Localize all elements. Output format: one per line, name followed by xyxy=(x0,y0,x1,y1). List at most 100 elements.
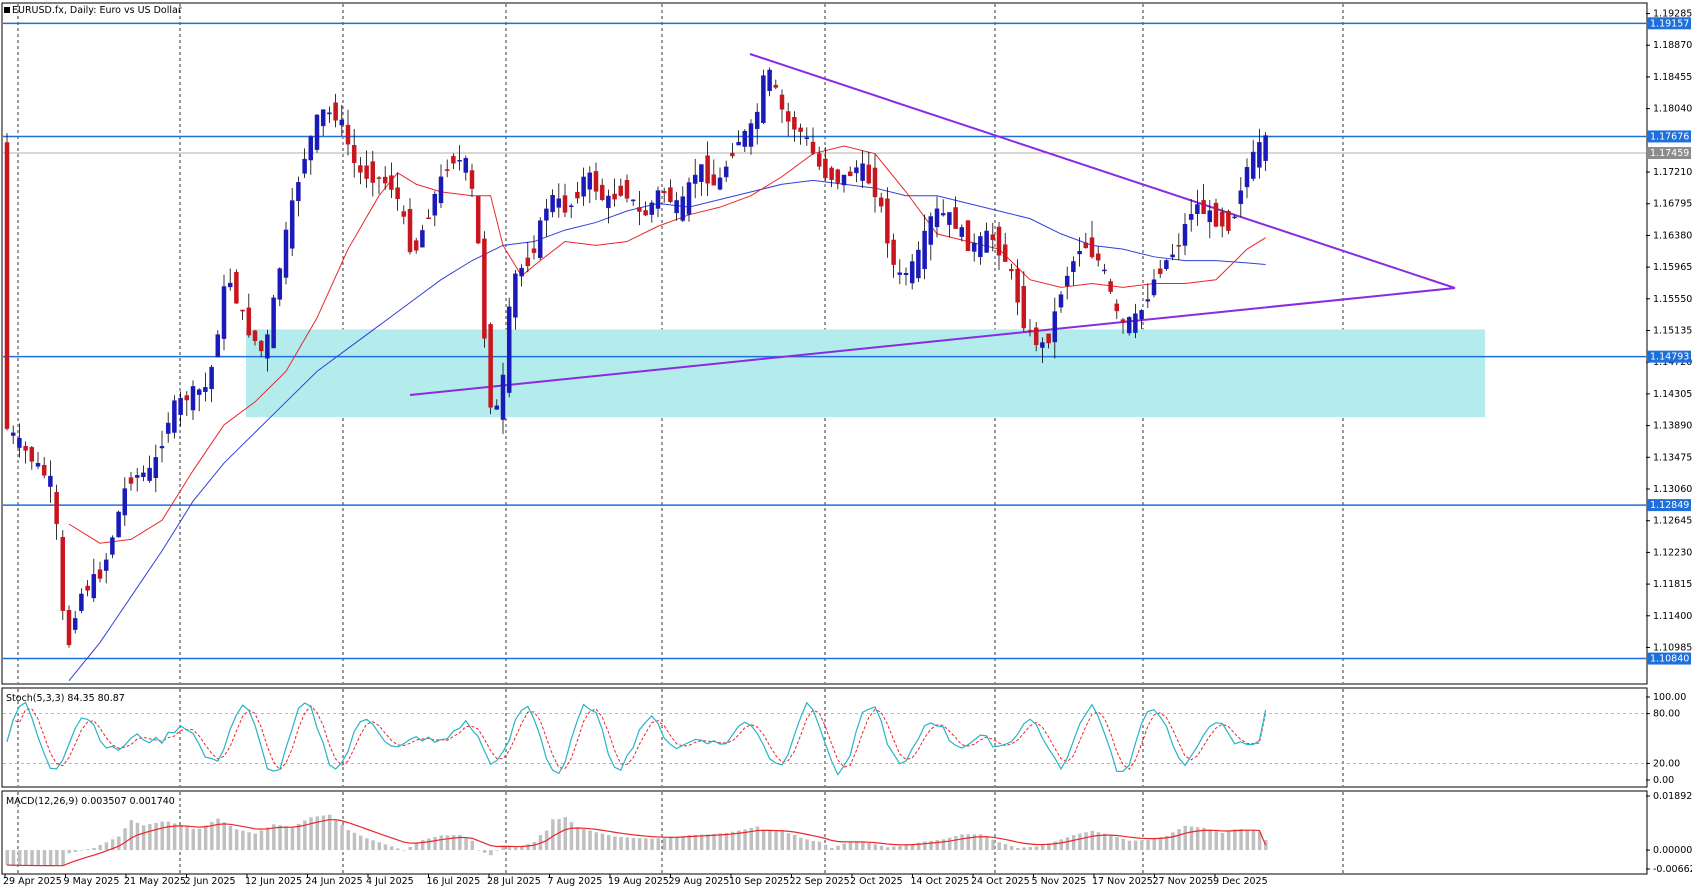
bullish-candle xyxy=(420,230,425,248)
price-panel[interactable]: EURUSD.fx, Daily: Euro vs US Dollar 1.19… xyxy=(1,2,1692,685)
bearish-candle xyxy=(401,211,407,217)
bearish-candle xyxy=(4,142,10,429)
macd-bar xyxy=(712,833,716,851)
macd-bar xyxy=(916,842,921,851)
price-axis[interactable]: 1.19285 1.18870 1.18455 1.18040 1.17210 1.167… xyxy=(1646,9,1692,665)
stochastic-panel[interactable]: Stoch(5,3,3) 84.35 80.87 100.00 80.00 20.0… xyxy=(1,687,1686,788)
date-axis-label: 21 May 2025 xyxy=(124,876,186,886)
macd-bar xyxy=(11,850,16,866)
macd-bar xyxy=(1121,838,1125,851)
price-axis-tick-label: 1.15135 xyxy=(1653,326,1692,337)
macd-bar xyxy=(1195,827,1200,851)
bullish-candle xyxy=(1257,142,1262,168)
bullish-candle xyxy=(909,261,915,284)
macd-bar xyxy=(433,836,437,851)
macd-bar xyxy=(637,838,642,851)
macd-bar xyxy=(55,850,59,866)
macd-bar xyxy=(644,838,648,851)
macd-panel[interactable]: MACD(12,26,9) 0.003507 0.001740 0.018926… xyxy=(1,790,1692,875)
macd-bar xyxy=(960,834,964,851)
bullish-candle xyxy=(1151,279,1157,296)
vertical-grid xyxy=(17,4,1344,683)
stochastic-title: Stoch(5,3,3) 84.35 80.87 xyxy=(6,693,125,704)
bearish-candle xyxy=(382,176,388,184)
macd-bar xyxy=(662,838,667,851)
macd-bar xyxy=(315,816,319,851)
macd-bar xyxy=(67,850,71,854)
bearish-candle xyxy=(41,464,47,476)
price-axis-tick-label: 1.12230 xyxy=(1653,547,1692,558)
price-axis-tick-label: 1.18455 xyxy=(1653,72,1692,83)
macd-axis-label: 0.000000 xyxy=(1653,845,1692,856)
macd-bar xyxy=(61,850,65,866)
bearish-candle xyxy=(823,158,828,179)
macd-bar xyxy=(730,831,735,851)
fast-moving-average xyxy=(68,145,1266,544)
bearish-candle xyxy=(872,167,878,198)
macd-bar xyxy=(290,827,295,851)
bullish-candle xyxy=(934,208,940,228)
macd-bar xyxy=(551,819,555,851)
macd-bar xyxy=(1040,844,1045,851)
date-axis-label: 22 Sep 2025 xyxy=(790,876,850,886)
stochastic-main-line xyxy=(6,701,1267,776)
macd-bar xyxy=(811,841,815,851)
macd-bar xyxy=(1220,832,1225,851)
bullish-candle xyxy=(537,220,543,258)
macd-bar xyxy=(117,836,121,851)
macd-bar xyxy=(303,820,307,851)
macd-bar xyxy=(706,834,710,851)
bearish-candle xyxy=(23,446,28,451)
bullish-candle xyxy=(761,75,766,123)
macd-bar xyxy=(222,822,226,851)
date-axis-label: 14 Oct 2025 xyxy=(911,876,970,886)
macd-bar xyxy=(1171,832,1175,851)
macd-bar xyxy=(427,838,431,851)
macd-bar xyxy=(284,826,288,851)
macd-histogram xyxy=(5,814,1268,866)
bearish-candle xyxy=(792,117,797,130)
macd-bar xyxy=(160,821,164,851)
macd-bar xyxy=(513,847,518,851)
bearish-candle xyxy=(525,257,531,267)
macd-bar xyxy=(1214,831,1218,851)
macd-bar xyxy=(98,845,102,851)
bullish-candle xyxy=(1133,313,1138,333)
bullish-candle xyxy=(147,467,152,481)
macd-bar xyxy=(737,830,741,851)
date-axis-label: 2 Oct 2025 xyxy=(850,876,903,886)
macd-bar xyxy=(1065,837,1070,851)
macd-bar xyxy=(761,829,766,851)
bullish-candle xyxy=(457,159,462,162)
bullish-candle xyxy=(630,199,636,202)
bullish-candle xyxy=(1077,250,1082,255)
bullish-candle xyxy=(506,306,512,393)
date-axis-label: 10 Sep 2025 xyxy=(729,876,789,886)
macd-bar xyxy=(1245,829,1249,851)
macd-bar xyxy=(786,833,791,851)
macd-bar xyxy=(830,847,834,851)
macd-bar xyxy=(79,850,84,851)
bullish-candle xyxy=(265,334,270,359)
macd-bar xyxy=(947,837,952,851)
bullish-candle xyxy=(320,109,326,127)
price-axis-tick-label: 1.18870 xyxy=(1653,40,1692,51)
macd-bar xyxy=(1003,844,1008,851)
trendlines[interactable] xyxy=(409,53,1456,396)
macd-bar xyxy=(185,826,189,851)
bearish-candle xyxy=(451,156,456,164)
macd-bar xyxy=(588,830,592,851)
bearish-candle xyxy=(1015,268,1020,303)
macd-bar xyxy=(110,839,115,851)
bullish-candle xyxy=(1064,275,1070,286)
bearish-candle xyxy=(389,175,394,190)
macd-bar xyxy=(520,846,524,851)
bearish-candle xyxy=(816,153,822,167)
horizontal-levels[interactable] xyxy=(3,22,1646,660)
macd-bar xyxy=(191,828,195,851)
price-panel-frame xyxy=(1,2,1648,685)
bearish-candle xyxy=(128,477,134,484)
bullish-candle xyxy=(134,475,140,478)
